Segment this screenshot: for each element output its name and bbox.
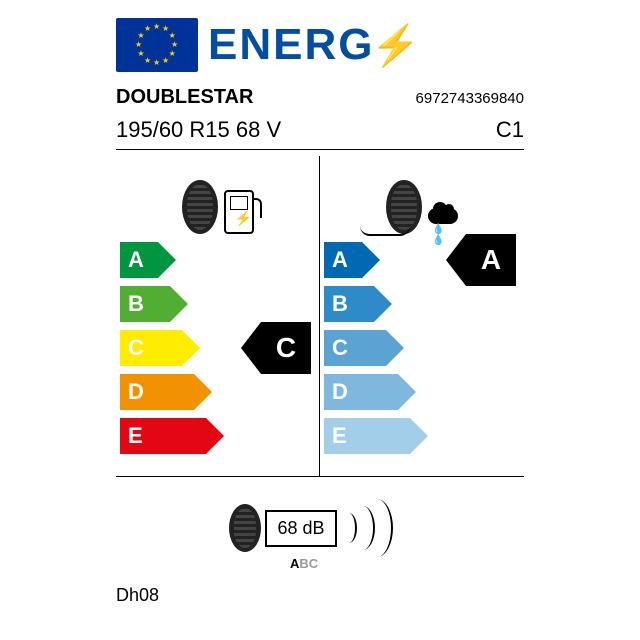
class-code: C1	[496, 117, 524, 143]
splash-icon	[360, 226, 410, 236]
divider	[116, 149, 524, 150]
fuel-pump-icon: ⚡	[224, 190, 254, 234]
fuel-bars-grade-B: B	[120, 286, 170, 322]
eu-flag-icon: ★★★★★★★★★★★★	[116, 18, 198, 72]
footnote: Dh08	[116, 585, 524, 606]
wet-bars-grade-B: B	[324, 286, 374, 322]
energy-text: ENERG	[208, 20, 374, 70]
fuel-bars: ABCDEC	[116, 242, 319, 454]
wet-bars-rating-badge: A	[466, 234, 516, 286]
tire-size: 195/60 R15 68 V	[116, 117, 281, 143]
tire-icon	[229, 504, 261, 552]
wet-bars: ABCDEA	[320, 242, 524, 454]
fuel-bars-grade-C: C	[120, 330, 182, 366]
noise-value: 68 dB	[265, 510, 336, 547]
size-row: 195/60 R15 68 V C1	[116, 117, 524, 143]
noise-class-letters: ABC	[290, 556, 318, 571]
bolt-icon: ⚡	[370, 22, 422, 69]
barcode-number: 6972743369840	[416, 90, 524, 107]
energy-wordmark: ENERG⚡	[208, 20, 422, 70]
fuel-icon-row: ⚡	[116, 156, 319, 234]
fuel-bars-rating-badge: C	[261, 322, 311, 374]
noise-section: 68 dB ABC	[116, 487, 524, 569]
fuel-bars-grade-E: E	[120, 418, 206, 454]
rain-icon: 💧💧	[428, 208, 458, 234]
fuel-column: ⚡ ABCDEC	[116, 156, 320, 476]
fuel-bars-grade-A: A	[120, 242, 158, 278]
sound-waves-icon	[341, 498, 411, 558]
rating-scales: ⚡ ABCDEC 💧💧 ABCDEA	[116, 156, 524, 477]
brand-row: DOUBLESTAR 6972743369840	[116, 86, 524, 109]
wet-bars-grade-C: C	[324, 330, 386, 366]
wet-bars-grade-A: A	[324, 242, 362, 278]
energy-label-card: ★★★★★★★★★★★★ ENERG⚡ DOUBLESTAR 697274336…	[0, 0, 640, 640]
wet-column: 💧💧 ABCDEA	[320, 156, 524, 476]
wet-icon-row: 💧💧	[320, 156, 524, 234]
tire-icon	[182, 180, 218, 234]
wet-bars-grade-E: E	[324, 418, 410, 454]
fuel-bars-grade-D: D	[120, 374, 194, 410]
header: ★★★★★★★★★★★★ ENERG⚡	[116, 0, 524, 72]
wet-bars-grade-D: D	[324, 374, 398, 410]
brand-name: DOUBLESTAR	[116, 86, 253, 109]
